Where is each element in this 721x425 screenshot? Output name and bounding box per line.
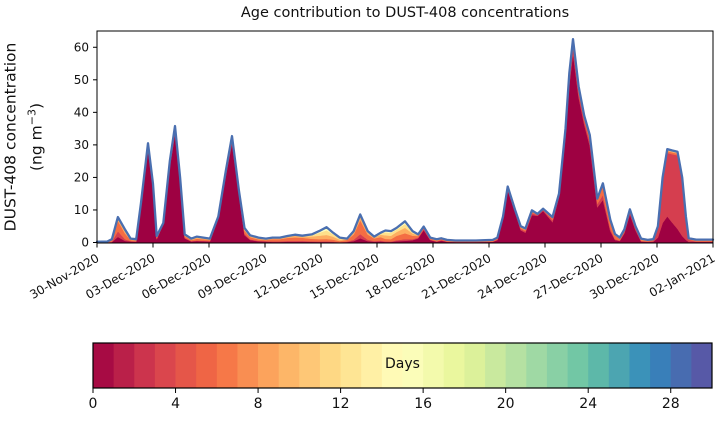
colorbar-segment <box>402 343 424 388</box>
colorbar-tick-label: 28 <box>662 396 680 412</box>
colorbar-segment <box>113 343 135 388</box>
colorbar-segment <box>691 343 713 388</box>
colorbar-segment <box>319 343 341 388</box>
colorbar-segment <box>93 343 115 388</box>
y-tick-label: 50 <box>74 73 89 87</box>
area-layer-age-4 <box>96 40 714 243</box>
y-tick-label: 30 <box>74 138 89 152</box>
colorbar-tick-label: 12 <box>332 396 350 412</box>
y-axis-label: DUST-408 concentration (ng m−3) <box>0 43 47 232</box>
colorbar-segment <box>608 343 630 388</box>
colorbar-segment <box>196 343 218 388</box>
colorbar-segment <box>237 343 259 388</box>
colorbar-segment <box>650 343 672 388</box>
y-tick-label: 10 <box>74 203 89 217</box>
colorbar-segment <box>629 343 651 388</box>
colorbar-segment <box>546 343 568 388</box>
area-layer-age-2 <box>96 43 714 243</box>
total-line <box>95 37 715 243</box>
colorbar-segment <box>464 343 486 388</box>
colorbar-segment <box>216 343 238 388</box>
colorbar-tick-label: 4 <box>171 396 180 412</box>
colorbar-segment <box>258 343 280 388</box>
y-tick-label: 0 <box>81 236 89 250</box>
y-axis-label-line2: (ng m−3) <box>25 102 46 172</box>
colorbar-segment <box>505 343 527 388</box>
y-tick-label: 40 <box>74 105 89 119</box>
area-layer-age-1 <box>96 47 714 243</box>
colorbar-segment <box>134 343 156 388</box>
colorbar-segment <box>278 343 300 388</box>
y-axis-label-line1: DUST-408 concentration <box>1 42 20 232</box>
colorbar-segment <box>526 343 548 388</box>
area-layer-age-5 <box>96 39 714 243</box>
colorbar-segment <box>381 343 403 388</box>
chart-title: Age contribution to DUST-408 concentrati… <box>240 5 570 21</box>
colorbar-segment <box>299 343 321 388</box>
colorbar-segment <box>485 343 507 388</box>
colorbar-segment <box>567 343 589 388</box>
y-tick-label: 60 <box>74 40 89 54</box>
colorbar-segment <box>670 343 692 388</box>
y-tick-label: 20 <box>74 170 89 184</box>
colorbar-label: Days <box>385 356 420 372</box>
colorbar-tick-label: 20 <box>497 396 515 412</box>
colorbar-segment <box>154 343 176 388</box>
area-layer-age-0 <box>96 53 714 243</box>
colorbar-tick-label: 16 <box>414 396 432 412</box>
colorbar-segment <box>443 343 465 388</box>
colorbar-segment <box>423 343 445 388</box>
area-layer-age-3 <box>96 41 714 243</box>
colorbar-segment <box>361 343 383 388</box>
colorbar-frame <box>92 342 713 389</box>
axes-frame <box>96 30 714 244</box>
colorbar-segment <box>588 343 610 388</box>
colorbar-segment <box>340 343 362 388</box>
colorbar-segment <box>175 343 197 388</box>
colorbar-tick-label: 0 <box>89 396 98 412</box>
colorbar-tick-label: 8 <box>254 396 263 412</box>
colorbar-tick-label: 24 <box>579 396 597 412</box>
